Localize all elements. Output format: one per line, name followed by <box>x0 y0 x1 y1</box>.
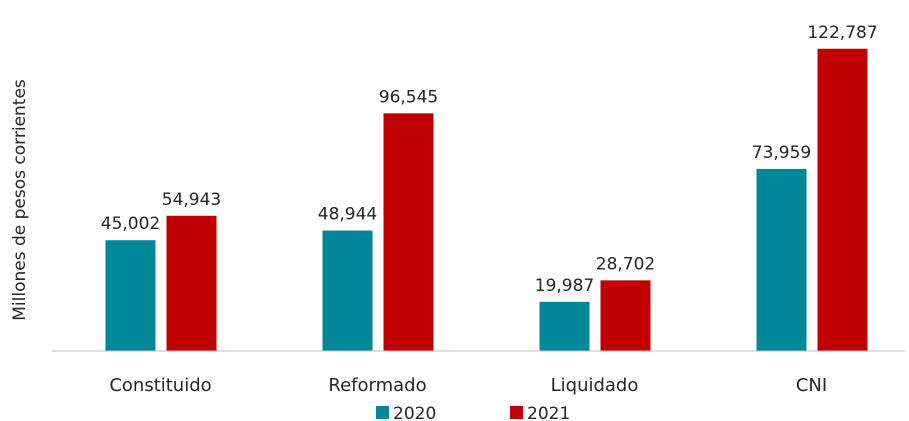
y-axis-label: Millones de pesos corrientes <box>10 79 30 321</box>
bar <box>322 230 373 351</box>
bar <box>383 113 434 351</box>
data-label: 48,944 <box>318 205 377 225</box>
bar <box>756 168 807 351</box>
data-label: 45,002 <box>101 214 160 234</box>
data-label: 19,987 <box>535 276 594 296</box>
x-tick-label: Reformado <box>328 375 426 396</box>
bar <box>539 301 590 351</box>
x-tick-label: Liquidado <box>551 375 639 396</box>
bar <box>600 280 651 351</box>
legend-swatch <box>376 406 389 419</box>
data-label: 122,787 <box>807 23 877 43</box>
x-tick-label: CNI <box>796 375 827 396</box>
bar <box>105 240 156 351</box>
legend-label: 2020 <box>393 404 436 421</box>
bar <box>166 215 217 351</box>
data-label: 73,959 <box>752 143 811 163</box>
data-label: 28,702 <box>596 254 655 274</box>
data-label: 96,545 <box>379 87 438 107</box>
x-tick-label: Constituido <box>109 375 211 396</box>
bar <box>817 48 868 352</box>
data-label: 54,943 <box>162 190 221 210</box>
legend-label: 2021 <box>527 404 570 421</box>
legend-swatch <box>510 406 523 419</box>
